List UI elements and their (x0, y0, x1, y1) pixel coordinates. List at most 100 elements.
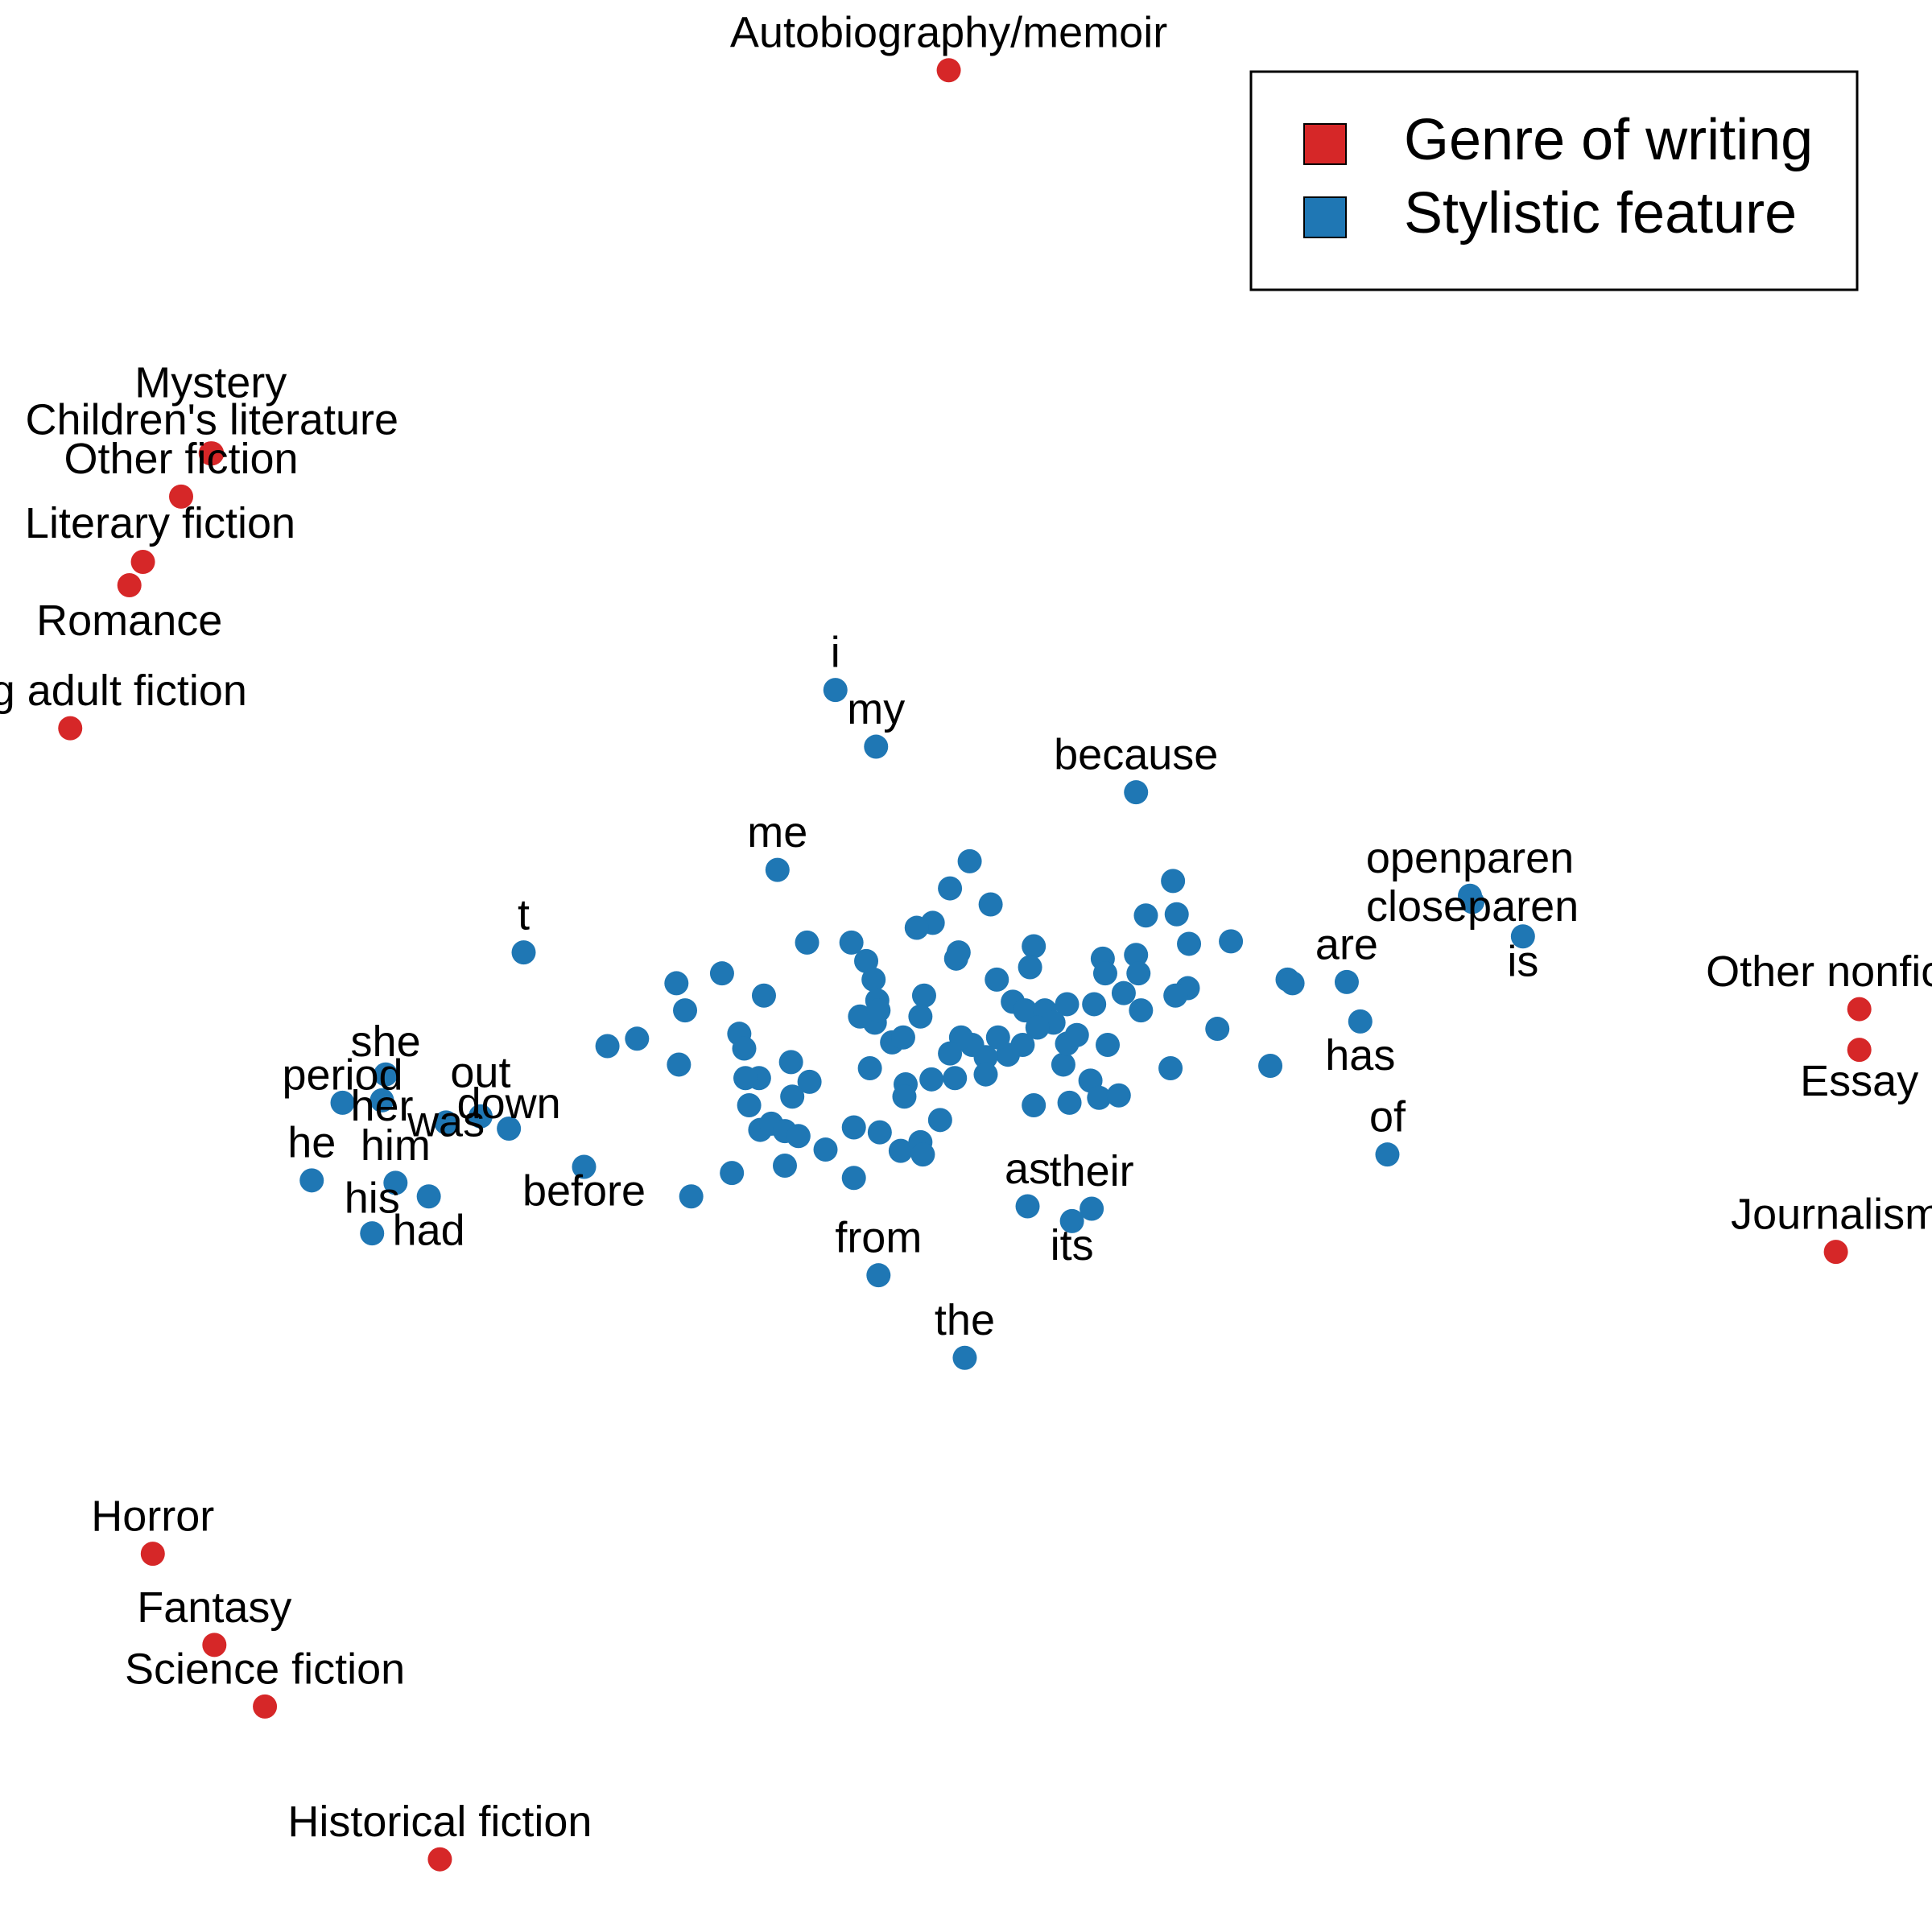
point (434, 1110, 459, 1135)
point-label: the (935, 1296, 995, 1344)
point-label: openparen (1366, 834, 1574, 882)
point-label: their (1050, 1147, 1134, 1195)
point-label: him (361, 1121, 431, 1170)
point-label: Mystery (134, 358, 287, 407)
point (58, 716, 83, 741)
point (1334, 969, 1359, 994)
point-label: Young adult fiction (0, 667, 247, 715)
point (1111, 980, 1136, 1005)
point (202, 1633, 227, 1657)
point (866, 998, 891, 1023)
point (786, 1124, 811, 1149)
point-label: because (1054, 731, 1218, 779)
point (468, 1104, 493, 1129)
point (733, 1066, 758, 1091)
point-label: Romance (36, 597, 222, 645)
point (1025, 1015, 1050, 1040)
point (864, 734, 889, 759)
point (1092, 961, 1117, 986)
point (867, 1120, 892, 1145)
point (854, 948, 879, 973)
point (985, 967, 1009, 992)
point (1064, 1022, 1089, 1047)
point (813, 1137, 838, 1162)
point (1124, 780, 1149, 805)
point (1133, 903, 1158, 928)
point (978, 892, 1003, 917)
legend-box (1249, 70, 1859, 291)
point-label: her (350, 1082, 413, 1130)
point (1096, 1032, 1121, 1057)
point (374, 1062, 398, 1087)
point (200, 441, 225, 466)
point (330, 1090, 355, 1115)
point (795, 930, 819, 955)
point (1057, 1090, 1082, 1115)
point (1055, 992, 1080, 1017)
point (1161, 869, 1186, 894)
point (908, 1004, 933, 1029)
point (1129, 998, 1154, 1023)
point (1847, 1038, 1872, 1063)
point (938, 876, 963, 901)
point-label: is (1507, 938, 1538, 986)
point-label: t (518, 891, 530, 939)
point (927, 1108, 952, 1133)
point (1205, 1017, 1230, 1042)
point (957, 848, 982, 873)
point (664, 971, 689, 996)
point (720, 1161, 745, 1186)
point (1126, 961, 1151, 986)
point (857, 1056, 882, 1081)
point (919, 1067, 944, 1092)
legend: Genre of writing Stylistic feature (1249, 70, 1859, 291)
point (511, 940, 536, 965)
point-label: Other nonfiction (1706, 947, 1932, 996)
point (595, 1034, 620, 1059)
point (904, 915, 929, 940)
point (1022, 934, 1046, 959)
point-label: Horror (91, 1492, 214, 1541)
point (780, 1084, 805, 1109)
point (751, 983, 776, 1008)
point (369, 1088, 394, 1113)
point-label: my (847, 685, 905, 733)
point (117, 573, 142, 598)
point (572, 1154, 597, 1179)
point (938, 1041, 963, 1066)
legend-swatch (1303, 196, 1347, 238)
point (848, 1004, 873, 1029)
point-label: me (747, 808, 807, 857)
point-label: Literary fiction (25, 499, 295, 547)
point-label: out (450, 1048, 510, 1096)
point (943, 1066, 968, 1091)
point (823, 678, 848, 703)
point (1164, 902, 1189, 927)
point (383, 1170, 408, 1195)
legend-label: Genre of writing (1404, 108, 1813, 172)
point (1280, 971, 1305, 996)
point (253, 1694, 278, 1719)
point (892, 1084, 917, 1109)
point (841, 1166, 866, 1191)
point-label: his (345, 1174, 400, 1223)
point (709, 961, 734, 986)
point (943, 946, 968, 971)
point (797, 1069, 822, 1094)
point (1219, 929, 1244, 954)
point (888, 1138, 913, 1163)
point (1124, 943, 1149, 968)
point (778, 1050, 803, 1075)
point (1163, 983, 1188, 1008)
point (1510, 924, 1535, 949)
point (299, 1168, 324, 1193)
point-label: he (287, 1119, 336, 1167)
point (841, 1115, 866, 1140)
point (1080, 1196, 1104, 1221)
point (1106, 1083, 1131, 1108)
point-label: closeparen (1366, 882, 1579, 931)
point (890, 1025, 915, 1050)
point (1375, 1142, 1400, 1167)
point (667, 1052, 691, 1077)
point (427, 1847, 452, 1872)
